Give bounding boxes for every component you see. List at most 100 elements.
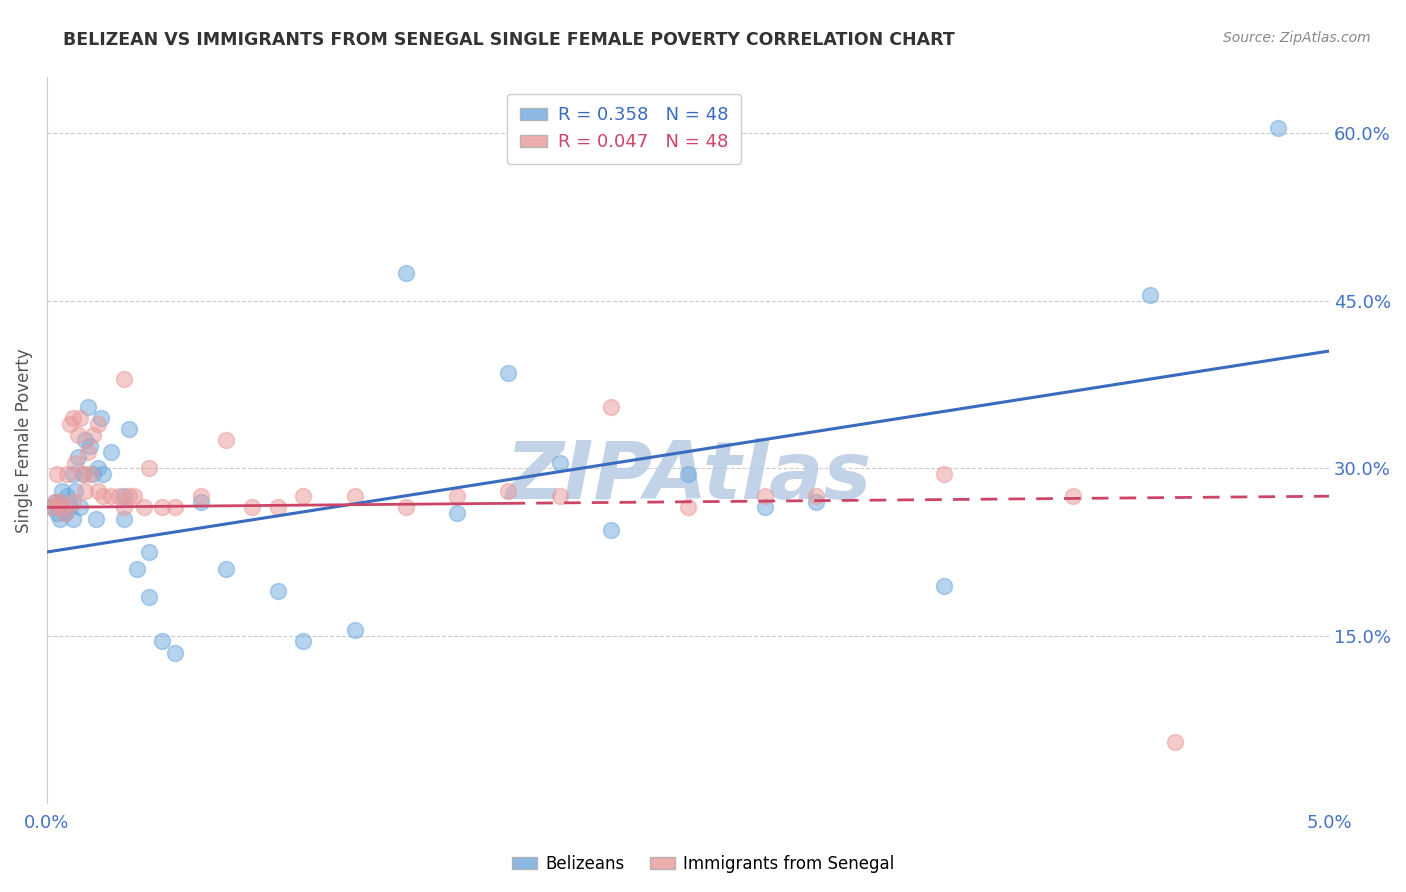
Point bbox=[150, 500, 173, 515]
Legend: Belizeans, Immigrants from Senegal: Belizeans, Immigrants from Senegal bbox=[505, 848, 901, 880]
Point bbox=[63, 456, 86, 470]
Point bbox=[754, 500, 776, 515]
Point bbox=[51, 500, 73, 515]
Point bbox=[804, 495, 827, 509]
Text: ZIPAtlas: ZIPAtlas bbox=[505, 438, 872, 516]
Point bbox=[87, 483, 110, 498]
Point bbox=[934, 578, 956, 592]
Point bbox=[72, 467, 94, 481]
Point bbox=[41, 500, 63, 515]
Point bbox=[804, 489, 827, 503]
Point bbox=[91, 489, 114, 503]
Point bbox=[138, 545, 160, 559]
Point bbox=[676, 467, 699, 481]
Point bbox=[548, 489, 571, 503]
Point bbox=[62, 411, 84, 425]
Point bbox=[100, 444, 122, 458]
Point bbox=[66, 450, 89, 464]
Text: BELIZEAN VS IMMIGRANTS FROM SENEGAL SINGLE FEMALE POVERTY CORRELATION CHART: BELIZEAN VS IMMIGRANTS FROM SENEGAL SING… bbox=[63, 31, 955, 49]
Point bbox=[63, 483, 86, 498]
Point bbox=[91, 467, 114, 481]
Point bbox=[46, 467, 69, 481]
Point bbox=[53, 506, 76, 520]
Text: Source: ZipAtlas.com: Source: ZipAtlas.com bbox=[1223, 31, 1371, 45]
Point bbox=[48, 511, 70, 525]
Point bbox=[395, 500, 418, 515]
Point bbox=[934, 467, 956, 481]
Point bbox=[122, 489, 145, 503]
Point bbox=[87, 461, 110, 475]
Point bbox=[138, 461, 160, 475]
Point bbox=[165, 646, 187, 660]
Point bbox=[134, 500, 156, 515]
Point bbox=[62, 467, 84, 481]
Point bbox=[446, 506, 468, 520]
Point bbox=[395, 266, 418, 280]
Point bbox=[343, 489, 366, 503]
Point bbox=[215, 434, 238, 448]
Point bbox=[125, 562, 148, 576]
Point bbox=[1139, 288, 1161, 302]
Point bbox=[676, 500, 699, 515]
Point bbox=[118, 489, 141, 503]
Point bbox=[266, 584, 288, 599]
Point bbox=[1267, 120, 1289, 135]
Point bbox=[77, 444, 100, 458]
Point bbox=[600, 523, 623, 537]
Point bbox=[240, 500, 263, 515]
Point bbox=[90, 411, 112, 425]
Point bbox=[1062, 489, 1084, 503]
Point bbox=[56, 467, 79, 481]
Point bbox=[62, 495, 84, 509]
Point bbox=[600, 400, 623, 414]
Point bbox=[266, 500, 288, 515]
Point bbox=[292, 634, 315, 648]
Point bbox=[66, 427, 89, 442]
Point bbox=[82, 467, 104, 481]
Point bbox=[190, 489, 212, 503]
Point bbox=[215, 562, 238, 576]
Point bbox=[46, 506, 69, 520]
Point bbox=[498, 483, 520, 498]
Point bbox=[112, 372, 135, 386]
Legend: R = 0.358   N = 48, R = 0.047   N = 48: R = 0.358 N = 48, R = 0.047 N = 48 bbox=[508, 94, 741, 164]
Point bbox=[59, 417, 82, 431]
Point bbox=[69, 411, 91, 425]
Point bbox=[69, 500, 91, 515]
Point bbox=[112, 500, 135, 515]
Point bbox=[82, 427, 104, 442]
Point bbox=[112, 489, 135, 503]
Point bbox=[165, 500, 187, 515]
Point bbox=[150, 634, 173, 648]
Point bbox=[343, 624, 366, 638]
Point bbox=[77, 400, 100, 414]
Point bbox=[51, 483, 73, 498]
Point bbox=[79, 439, 101, 453]
Point bbox=[292, 489, 315, 503]
Point bbox=[72, 467, 94, 481]
Point bbox=[56, 489, 79, 503]
Point bbox=[48, 495, 70, 509]
Point bbox=[548, 456, 571, 470]
Point bbox=[190, 495, 212, 509]
Point bbox=[41, 500, 63, 515]
Point bbox=[59, 500, 82, 515]
Point bbox=[138, 590, 160, 604]
Point bbox=[118, 422, 141, 436]
Point bbox=[75, 434, 97, 448]
Point bbox=[44, 495, 66, 509]
Point bbox=[75, 483, 97, 498]
Point bbox=[79, 467, 101, 481]
Point bbox=[754, 489, 776, 503]
Y-axis label: Single Female Poverty: Single Female Poverty bbox=[15, 348, 32, 533]
Point bbox=[498, 367, 520, 381]
Point bbox=[112, 511, 135, 525]
Point bbox=[84, 511, 107, 525]
Point bbox=[62, 511, 84, 525]
Point bbox=[107, 489, 129, 503]
Point bbox=[1164, 735, 1187, 749]
Point bbox=[446, 489, 468, 503]
Point bbox=[53, 506, 76, 520]
Point bbox=[87, 417, 110, 431]
Point bbox=[44, 495, 66, 509]
